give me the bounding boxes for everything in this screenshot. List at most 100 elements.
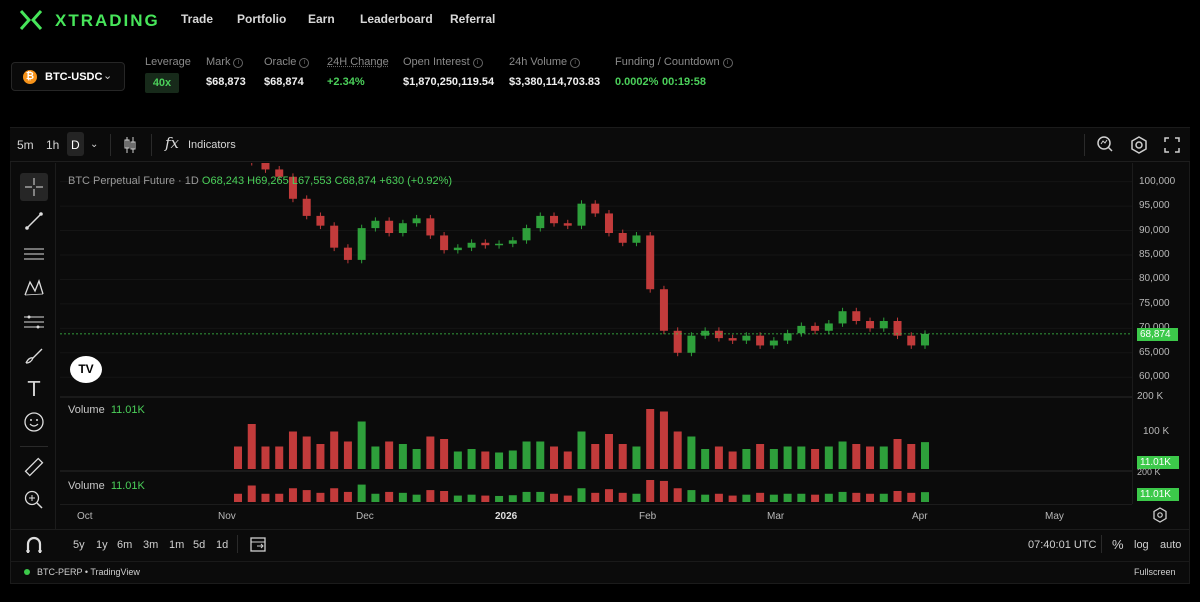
legend-close: C68,874 [334, 175, 377, 187]
candle [756, 335, 765, 346]
indicators-button[interactable]: Indicators [188, 139, 236, 151]
range-6m[interactable]: 6m [117, 539, 133, 551]
volume-bar [604, 489, 613, 502]
quick-search-icon[interactable] [1096, 135, 1114, 153]
range-5d[interactable]: 5d [193, 539, 206, 551]
zoom-in-icon[interactable] [20, 486, 48, 514]
stat-value-funding-countdown: 00:19:58 [662, 76, 707, 88]
price-axis[interactable]: 100,00095,00090,00085,00080,00075,00070,… [1132, 163, 1188, 504]
candle [646, 235, 655, 290]
pattern-icon[interactable] [20, 274, 48, 302]
tools-divider [20, 446, 48, 447]
volume-bar [508, 495, 517, 502]
volume-bar [412, 494, 421, 502]
fullscreen-link[interactable]: Fullscreen [1134, 567, 1176, 577]
trend-line-icon[interactable] [20, 207, 48, 235]
timeframe-1h[interactable]: 1h [46, 138, 60, 152]
measure-lines-icon[interactable] [20, 308, 48, 336]
nav-portfolio[interactable]: Portfolio [237, 12, 287, 26]
percent-toggle[interactable]: % [1112, 537, 1124, 552]
chevron-down-icon: ⌄ [103, 70, 113, 82]
candle [440, 235, 449, 251]
volume-bar [577, 431, 586, 469]
candle [357, 228, 366, 260]
brand-name[interactable]: XTRADING [55, 11, 160, 30]
logo-icon[interactable] [19, 9, 43, 31]
crosshair-icon[interactable] [20, 173, 48, 201]
candle [701, 330, 710, 336]
horizontal-lines-icon[interactable] [20, 240, 48, 268]
leverage-badge[interactable]: 40x [145, 73, 179, 93]
nav-earn[interactable]: Earn [308, 12, 335, 26]
candle [838, 311, 847, 324]
candle [921, 333, 929, 346]
volume-bar [769, 494, 778, 502]
axis-settings-icon[interactable] [1152, 507, 1168, 523]
stat-value-funding-rate: 0.0002% [615, 76, 659, 88]
brush-icon[interactable] [20, 342, 48, 370]
fx-icon[interactable]: fx [165, 134, 180, 152]
range-5y[interactable]: 5y [73, 539, 85, 551]
time-label-oct: Oct [77, 511, 93, 522]
time-axis[interactable]: Oct Nov Dec 2026 Feb Mar Apr May [60, 504, 1132, 528]
volume-tick-100k: 100 K [1143, 426, 1170, 437]
emoji-icon[interactable] [20, 408, 48, 436]
candle [563, 223, 572, 226]
timeframe-5m[interactable]: 5m [17, 138, 34, 152]
volume-bar [646, 409, 655, 469]
timeframe-d[interactable]: D [71, 138, 80, 152]
range-1m[interactable]: 1m [169, 539, 185, 551]
volume-bar [550, 493, 559, 502]
go-to-date-icon[interactable] [249, 535, 267, 553]
range-1d[interactable]: 1d [216, 539, 229, 551]
candle [783, 333, 792, 341]
volume-bar [385, 441, 394, 469]
volume2-tick-200k: 200 K [1137, 467, 1161, 477]
candle [659, 289, 668, 331]
volume-bar [577, 488, 586, 502]
settings-icon[interactable] [1129, 135, 1149, 155]
volume-bar [701, 449, 710, 469]
volume-bar [838, 491, 847, 502]
timeframe-chevron-icon[interactable]: ⌄ [90, 139, 99, 150]
candle [687, 335, 696, 353]
volume-series-2 [234, 480, 929, 502]
magnet-icon[interactable] [20, 531, 48, 559]
chart-toolbar [10, 128, 1190, 162]
log-toggle[interactable]: log [1134, 539, 1149, 551]
volume-bar [275, 446, 284, 469]
volume-bar [756, 492, 765, 502]
info-icon[interactable]: i [472, 58, 483, 68]
volume-bar [371, 446, 380, 469]
nav-leaderboard[interactable]: Leaderboard [360, 12, 433, 26]
nav-referral[interactable]: Referral [450, 12, 496, 26]
nav-trade[interactable]: Trade [181, 12, 214, 26]
info-icon[interactable]: i [299, 58, 310, 68]
stat-label-24h-volume: 24h Volume i [509, 56, 581, 68]
candles-icon[interactable] [123, 136, 137, 154]
candlestick-series [251, 163, 929, 357]
info-icon[interactable]: i [722, 58, 733, 68]
auto-toggle[interactable]: auto [1160, 539, 1182, 551]
range-1y[interactable]: 1y [96, 539, 108, 551]
market-selector[interactable]: ₿ BTC-USDC ⌄ [11, 62, 125, 91]
price-tick: 90,000 [1139, 224, 1170, 236]
ruler-icon[interactable] [20, 453, 48, 481]
tradingview-logo[interactable]: TV [70, 356, 102, 383]
price-tick: 100,000 [1139, 175, 1176, 187]
stat-value-mark: $68,873 [206, 76, 246, 88]
volume-bar [797, 446, 806, 469]
info-icon[interactable]: i [570, 58, 581, 68]
volume-bar [453, 495, 462, 502]
range-3m[interactable]: 3m [143, 539, 159, 551]
text-icon[interactable]: T [27, 377, 41, 401]
timeframe-d-selected[interactable] [67, 132, 84, 156]
price-tick: 60,000 [1139, 371, 1170, 383]
fullscreen-icon[interactable] [1163, 136, 1181, 154]
info-icon[interactable]: i [233, 58, 244, 68]
stat-value-oracle: $68,874 [264, 76, 304, 88]
time-label-dec: Dec [356, 511, 374, 522]
volume-bar [440, 491, 449, 502]
volume-bar [907, 492, 916, 502]
price-chart[interactable] [60, 163, 1132, 504]
